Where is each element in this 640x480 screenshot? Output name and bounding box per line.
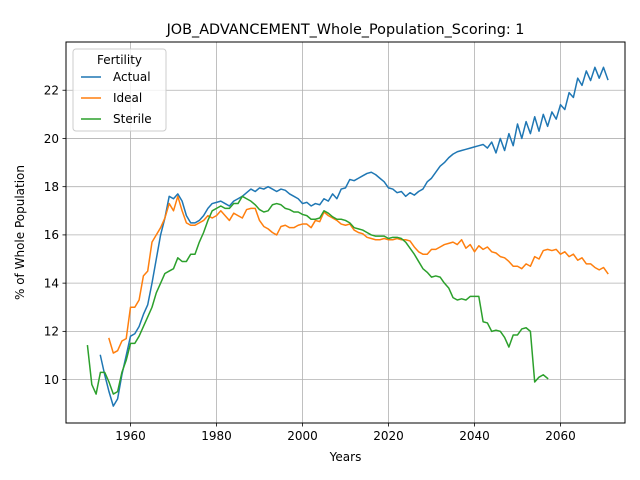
x-tick-label: 1960 (115, 429, 146, 443)
chart-title: JOB_ADVANCEMENT_Whole_Population_Scoring… (166, 22, 525, 38)
x-tick-label: 2000 (287, 429, 318, 443)
y-axis-ticks: 10 12 14 16 18 20 22 (44, 84, 66, 387)
y-axis-label: % of Whole Population (13, 165, 27, 300)
legend-label-actual: Actual (113, 70, 151, 84)
plot-frame (65, 41, 626, 424)
series-line-ideal (108, 195, 609, 354)
legend-title: Fertility (97, 53, 142, 67)
y-tick-label: 18 (44, 180, 59, 194)
x-tick-label: 1980 (201, 429, 232, 443)
y-tick-label: 16 (44, 228, 59, 242)
x-tick-label: 2020 (373, 429, 404, 443)
y-tick-label: 20 (44, 132, 59, 146)
legend: Fertility Actual Ideal Sterile (72, 48, 167, 132)
y-tick-label: 10 (44, 373, 59, 387)
x-axis-label: Years (329, 450, 362, 464)
series-line-sterile (86, 195, 549, 395)
y-tick-label: 12 (44, 325, 59, 339)
series-line-actual (99, 66, 609, 407)
legend-label-ideal: Ideal (113, 91, 142, 105)
x-tick-label: 2060 (545, 429, 576, 443)
legend-box (72, 48, 167, 132)
x-tick-label: 2040 (459, 429, 490, 443)
series-lines (86, 66, 609, 407)
y-tick-label: 22 (44, 84, 59, 98)
legend-label-sterile: Sterile (113, 112, 152, 126)
x-axis-ticks: 1960 1980 2000 2020 2040 2060 (115, 423, 576, 443)
y-tick-label: 14 (44, 276, 59, 290)
